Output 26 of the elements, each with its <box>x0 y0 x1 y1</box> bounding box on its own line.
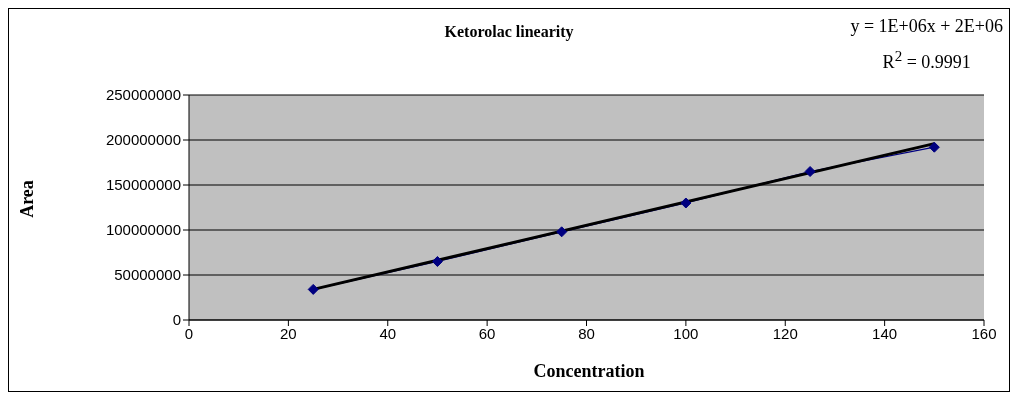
x-axis-title: Concentration <box>532 361 646 382</box>
x-tick-label: 120 <box>772 324 798 342</box>
x-tick-label: 160 <box>971 324 997 342</box>
x-tick-label: 100 <box>673 324 699 342</box>
text: y = 1E+06x + 2E+06 <box>850 15 1003 38</box>
y-tick-label: 100000000 <box>105 221 181 239</box>
y-tick-label: 50000000 <box>114 266 181 284</box>
x-tick-label: 40 <box>379 324 397 342</box>
y-tick-label: 200000000 <box>105 131 181 149</box>
x-tick-label: 80 <box>578 324 595 342</box>
x-tick-label: 140 <box>872 324 898 342</box>
x-tick-label: 0 <box>184 324 194 342</box>
chart-title: Ketorolac linearity <box>444 23 574 40</box>
y-tick-label: 150000000 <box>105 176 181 194</box>
point <box>556 226 568 238</box>
x-tick-label: 20 <box>280 324 297 342</box>
y-tick-label: 0 <box>172 311 181 329</box>
point <box>431 256 443 267</box>
point <box>680 197 692 209</box>
x-tick-label: 60 <box>478 324 496 342</box>
y-axis-title: Area <box>16 180 38 218</box>
text: R$^{2}$ = 0.9991 <box>881 47 972 74</box>
point <box>928 141 940 153</box>
point <box>307 283 319 295</box>
y-tick-label: 250000000 <box>105 86 181 104</box>
point <box>804 166 816 177</box>
